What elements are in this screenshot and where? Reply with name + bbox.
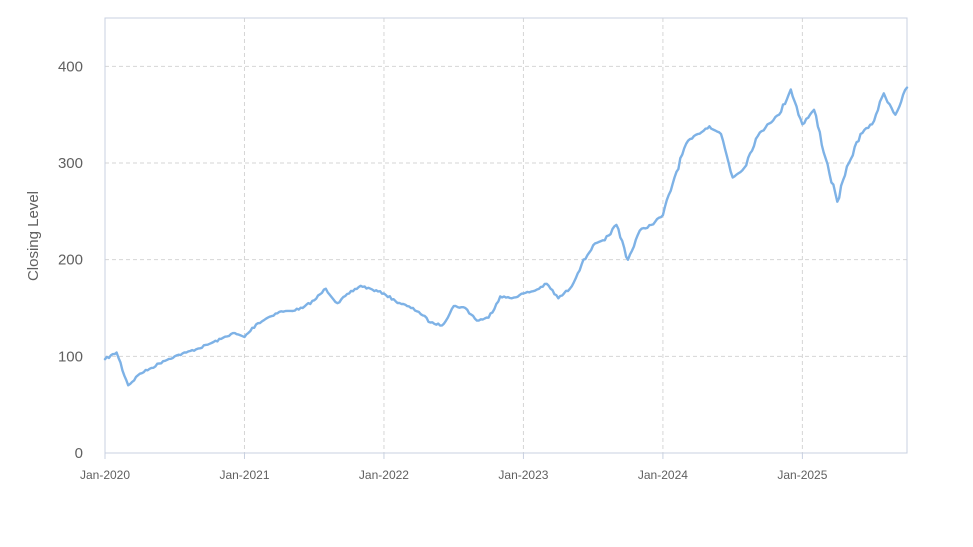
x-axis-ticks: Jan-2020 Jan-2021 Jan-2022 Jan-2023 Jan-2024… xyxy=(80,453,828,482)
y-tick-label: 100 xyxy=(58,348,83,365)
y-tick-label: 300 xyxy=(58,155,83,172)
y-tick-label: 200 xyxy=(58,252,83,269)
series-line xyxy=(103,86,909,387)
x-tick-label: Jan-2025 xyxy=(777,468,827,482)
y-axis-ticks: 0 100 200 300 400 xyxy=(58,58,83,462)
y-tick-label: 0 xyxy=(75,445,83,462)
x-tick-label: Jan-2021 xyxy=(219,468,269,482)
x-tick-label: Jan-2024 xyxy=(638,468,688,482)
y-axis-title: Closing Level xyxy=(25,191,42,281)
y-tick-label: 400 xyxy=(58,58,83,75)
grid-lines xyxy=(105,18,907,453)
plot-frame xyxy=(104,17,908,454)
x-tick-label: Jan-2023 xyxy=(498,468,548,482)
x-tick-label: Jan-2020 xyxy=(80,468,130,482)
x-tick-label: Jan-2022 xyxy=(359,468,409,482)
